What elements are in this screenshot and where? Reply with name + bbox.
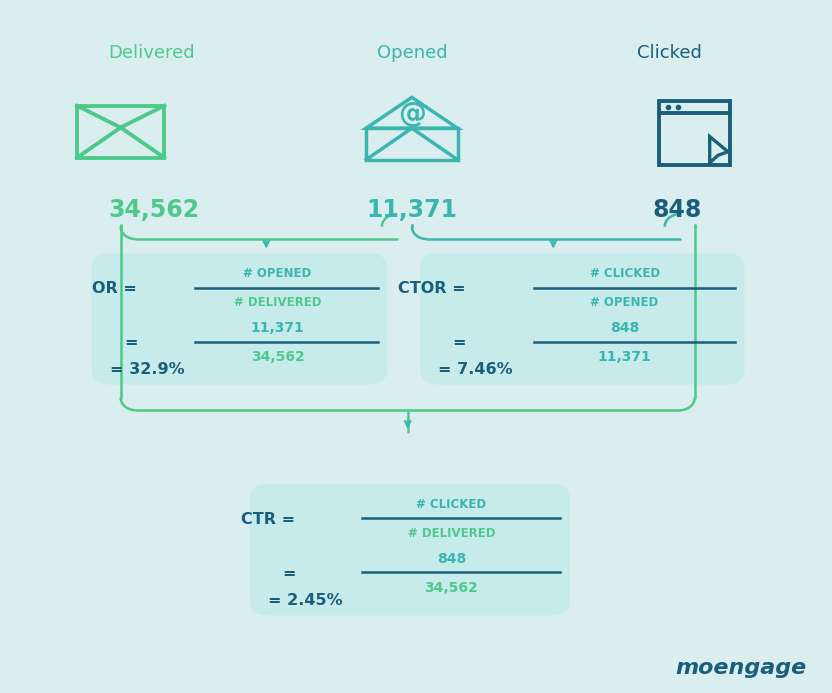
Text: 848: 848 bbox=[610, 321, 639, 335]
Text: =: = bbox=[453, 335, 466, 350]
Text: OR =: OR = bbox=[92, 281, 137, 296]
Text: # OPENED: # OPENED bbox=[244, 267, 312, 280]
Text: 34,562: 34,562 bbox=[108, 198, 200, 222]
Text: # OPENED: # OPENED bbox=[591, 297, 659, 309]
Text: 11,371: 11,371 bbox=[597, 350, 651, 364]
Text: # CLICKED: # CLICKED bbox=[416, 498, 487, 511]
Text: @: @ bbox=[398, 100, 426, 128]
Text: 848: 848 bbox=[437, 552, 466, 565]
FancyBboxPatch shape bbox=[420, 253, 745, 385]
Text: moengage: moengage bbox=[676, 658, 807, 678]
Text: # DELIVERED: # DELIVERED bbox=[408, 527, 495, 540]
Text: Clicked: Clicked bbox=[636, 44, 701, 62]
Text: 11,371: 11,371 bbox=[250, 321, 305, 335]
Text: =: = bbox=[282, 565, 295, 581]
FancyBboxPatch shape bbox=[92, 253, 387, 385]
Text: Opened: Opened bbox=[377, 44, 447, 62]
Text: CTOR =: CTOR = bbox=[399, 281, 466, 296]
Text: = 2.45%: = 2.45% bbox=[268, 593, 343, 608]
FancyBboxPatch shape bbox=[250, 484, 570, 615]
Text: 34,562: 34,562 bbox=[424, 581, 478, 595]
Text: Delivered: Delivered bbox=[108, 44, 195, 62]
Text: =: = bbox=[124, 335, 137, 350]
Text: 11,371: 11,371 bbox=[366, 198, 458, 222]
Text: = 32.9%: = 32.9% bbox=[110, 362, 185, 377]
Text: 848: 848 bbox=[652, 198, 701, 222]
Text: # CLICKED: # CLICKED bbox=[590, 267, 660, 280]
Text: # DELIVERED: # DELIVERED bbox=[234, 297, 321, 309]
Text: 34,562: 34,562 bbox=[250, 350, 305, 364]
Text: CTR =: CTR = bbox=[241, 511, 295, 527]
Text: = 7.46%: = 7.46% bbox=[438, 362, 513, 377]
